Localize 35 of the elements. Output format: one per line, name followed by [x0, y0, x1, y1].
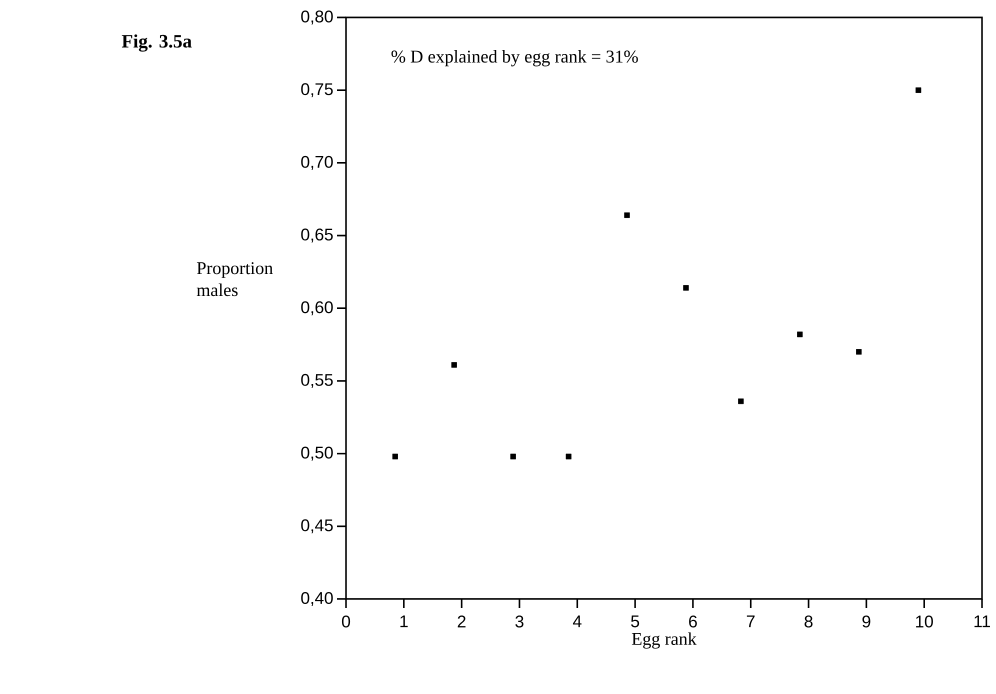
point: [738, 398, 744, 404]
x-tick-label: 5: [631, 616, 640, 628]
y-tick-label: 0,40: [301, 592, 333, 606]
y-tick-label: 0,50: [301, 446, 333, 461]
y-tick-label: 0,55: [301, 374, 333, 388]
y-tick-label: 0,80: [301, 10, 333, 24]
point: [683, 285, 689, 291]
point: [392, 454, 398, 460]
point: [566, 454, 572, 460]
annotation: % D explained by egg rank = 31%: [391, 50, 638, 66]
x-tick-label: 6: [689, 616, 697, 628]
x-tick-label: 8: [804, 616, 813, 628]
x-tick-label: 0: [342, 616, 350, 628]
point: [856, 349, 862, 355]
text: Fig. 3.5a: [122, 34, 192, 52]
x-tick-label: 4: [572, 616, 582, 628]
point: [510, 454, 516, 460]
y-tick-label: 0,60: [301, 301, 333, 316]
x-tick-label: 9: [862, 616, 870, 628]
x-tick-label: 7: [746, 616, 755, 628]
y-tick-label: 0,70: [301, 156, 333, 170]
point: [624, 212, 630, 218]
x-axis-title: Egg rank: [632, 632, 697, 649]
y-tick-label: 0,75: [301, 83, 333, 98]
x-tick-label: 2: [458, 616, 466, 628]
x-tick-label: 1: [400, 616, 408, 628]
x-tick-label: 11: [974, 616, 990, 628]
x-tick-label: 3: [515, 616, 524, 628]
y-tick-label: 0,65: [301, 228, 333, 243]
point: [916, 87, 922, 93]
x-tick-label: 10: [916, 616, 933, 628]
point: [797, 332, 803, 338]
y-tick-label: 0,45: [301, 519, 333, 534]
point: [451, 362, 457, 368]
y-axis-title: Proportion males: [196, 262, 273, 296]
